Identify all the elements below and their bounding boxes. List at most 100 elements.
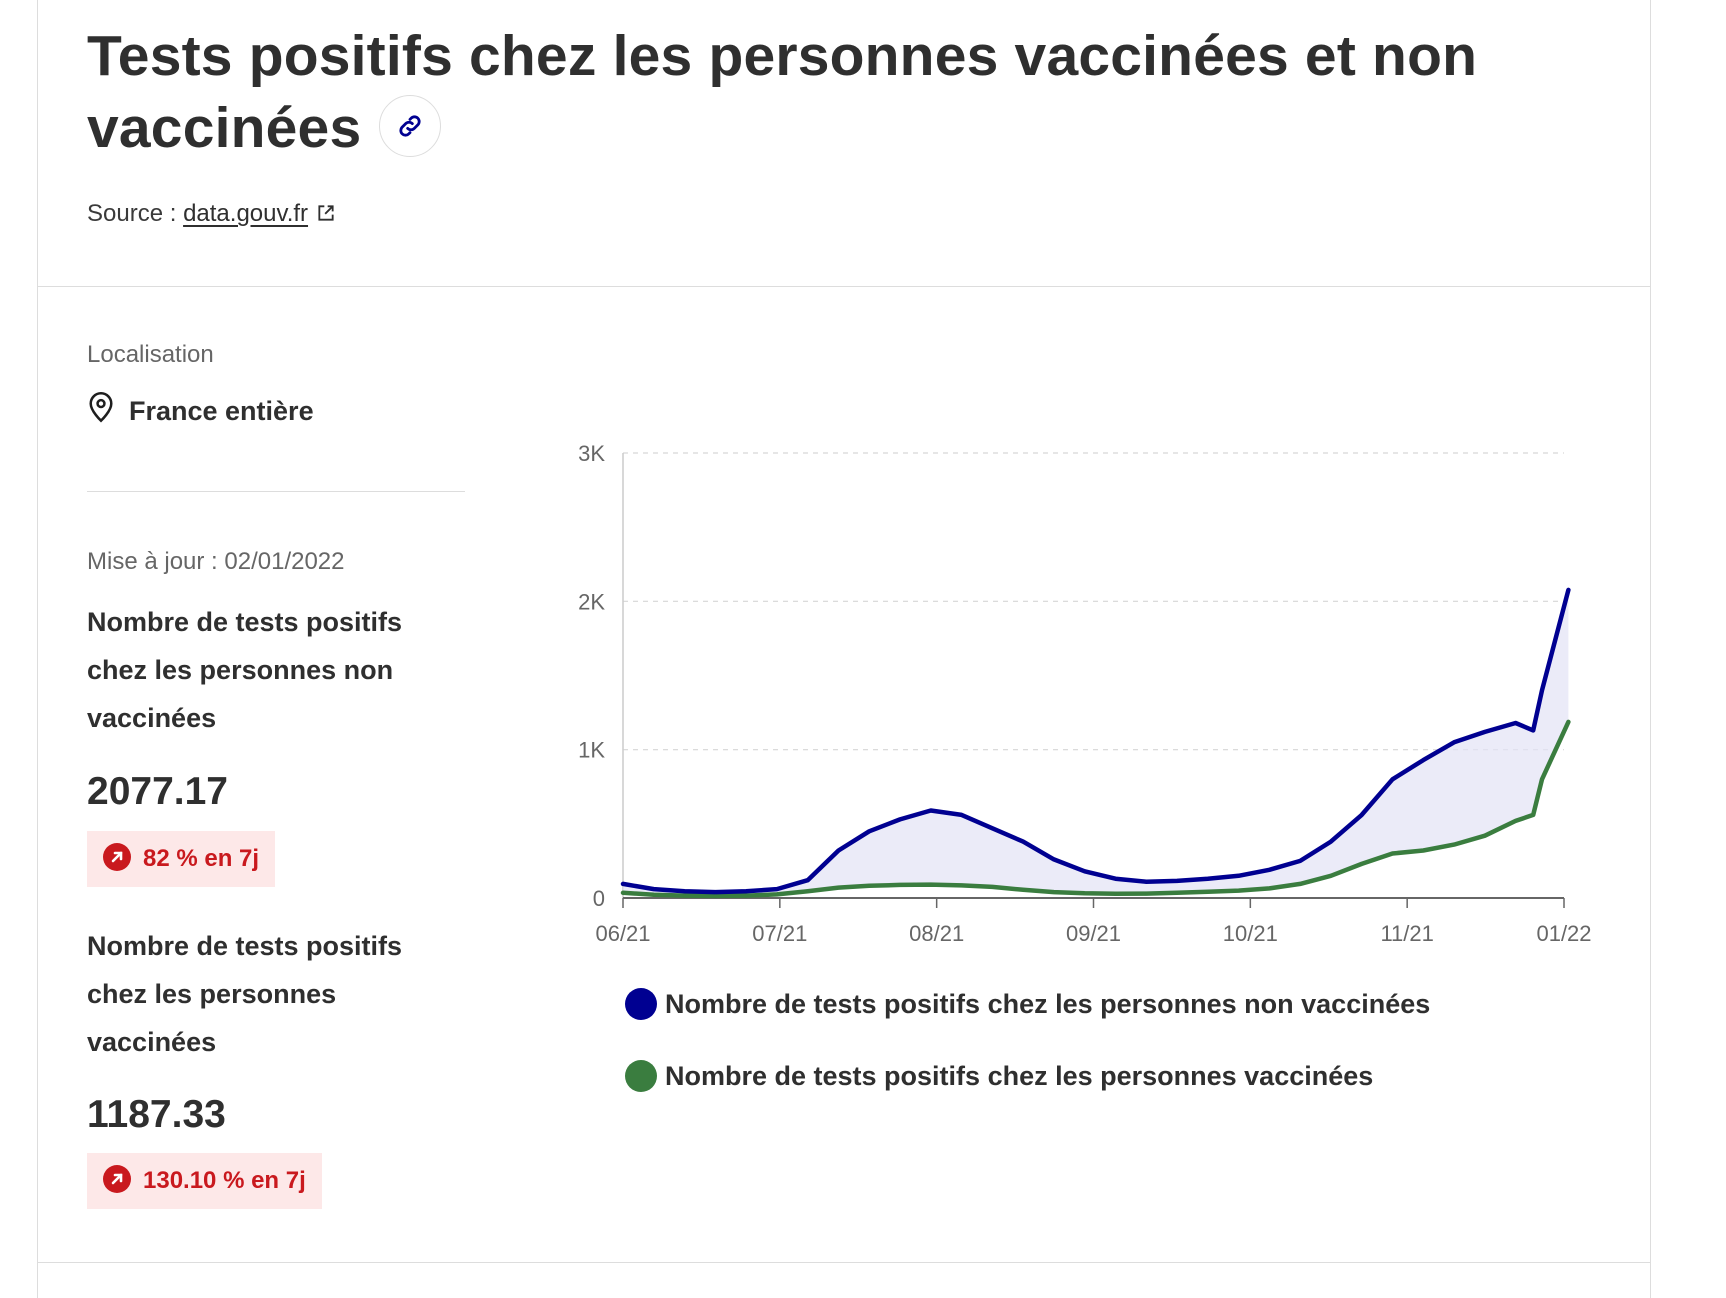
x-tick-label: 10/21 <box>1223 921 1278 946</box>
legend-label-vaccinated: Nombre de tests positifs chez les person… <box>665 1060 1374 1091</box>
location-selector[interactable]: France entière <box>87 392 314 427</box>
x-tick-label: 08/21 <box>909 921 964 946</box>
page-title-text: Tests positifs chez les personnes vaccin… <box>87 24 1478 160</box>
data-point-unvaccinated <box>1175 879 1179 883</box>
data-point-unvaccinated <box>775 887 779 891</box>
data-point-vaccinated <box>713 894 717 898</box>
data-point-unvaccinated <box>898 817 902 821</box>
data-point-unvaccinated <box>1052 857 1056 861</box>
data-point-unvaccinated <box>929 808 933 812</box>
copy-link-button[interactable] <box>379 94 442 157</box>
data-point-vaccinated <box>867 884 871 888</box>
data-point-vaccinated <box>898 883 902 887</box>
kpi-label-vaccinated: Nombre de tests positifs chez les person… <box>87 931 403 1057</box>
x-tick-label: 01/22 <box>1536 921 1591 946</box>
trend-text-unvaccinated: 82 % en 7j <box>143 845 260 872</box>
external-link-icon <box>318 205 334 221</box>
x-tick-label: 06/21 <box>595 921 650 946</box>
data-point-unvaccinated <box>1483 730 1487 734</box>
trend-badge-vaccinated: 130.10 % en 7j <box>87 1153 322 1209</box>
data-point-unvaccinated <box>1360 813 1364 817</box>
x-tick-label: 11/21 <box>1380 921 1433 946</box>
trend-badge-unvaccinated: 82 % en 7j <box>87 831 276 887</box>
indicator-card <box>37 0 1651 1298</box>
data-point-vaccinated <box>806 889 810 893</box>
update-date: Mise à jour : 02/01/2022 <box>87 548 345 575</box>
data-point-vaccinated <box>775 892 779 896</box>
data-point-vaccinated <box>836 886 840 890</box>
y-tick-label: 3K <box>578 441 605 466</box>
data-point-vaccinated <box>1329 874 1333 878</box>
data-point-vaccinated <box>1421 849 1425 853</box>
data-point-vaccinated <box>1113 892 1117 896</box>
y-tick-label: 1K <box>578 738 605 763</box>
data-point-vaccinated <box>1483 834 1487 838</box>
legend-dot-unvaccinated <box>625 988 657 1020</box>
data-point-vaccinated <box>1391 852 1395 855</box>
data-point-vaccinated <box>744 894 748 898</box>
data-point-unvaccinated <box>713 890 717 894</box>
data-point-vaccinated <box>1083 891 1087 895</box>
data-point-unvaccinated <box>990 826 994 830</box>
data-point-unvaccinated <box>1531 728 1535 732</box>
data-point-unvaccinated <box>1391 777 1395 781</box>
data-point-vaccinated <box>1237 889 1241 893</box>
data-point-vaccinated <box>1360 862 1364 866</box>
kpi-value-unvaccinated: 2077.17 <box>87 770 228 813</box>
location-label: Localisation <box>87 341 214 368</box>
legend-dot-vaccinated <box>625 1060 657 1092</box>
data-point-vaccinated <box>1144 892 1148 896</box>
data-point-vaccinated <box>1052 890 1056 894</box>
source-link-text: data.gouv.fr <box>183 200 309 227</box>
footer-divider <box>37 1262 1651 1263</box>
map-pin-icon <box>89 392 113 423</box>
line-chart: 0 1K 2K 3K 06/21 07/21 08/21 09/21 10/21 11/21 01/… <box>578 441 1591 946</box>
data-point-unvaccinated <box>1267 868 1271 872</box>
page-title: Tests positifs chez les personnes vaccin… <box>87 20 1567 164</box>
data-point-unvaccinated <box>1452 740 1456 744</box>
trend-up-icon <box>103 843 131 871</box>
header-divider <box>37 286 1651 287</box>
data-point-unvaccinated <box>1144 880 1148 884</box>
data-point-vaccinated <box>1452 843 1456 847</box>
link-icon <box>399 115 421 137</box>
data-point-unvaccinated <box>1206 877 1210 881</box>
data-point-vaccinated <box>652 893 656 897</box>
data-point-unvaccinated <box>867 829 871 833</box>
data-point-vaccinated <box>1566 720 1570 724</box>
trend-text-vaccinated: 130.10 % en 7j <box>143 1167 306 1194</box>
legend-item-unvaccinated[interactable]: Nombre de tests positifs chez les person… <box>625 988 1430 1020</box>
y-tick-label: 0 <box>593 886 605 911</box>
data-point-vaccinated <box>1175 891 1179 895</box>
source-link[interactable]: data.gouv.fr <box>183 200 336 227</box>
data-point-unvaccinated <box>1566 588 1570 592</box>
kpi-value-vaccinated: 1187.33 <box>87 1093 226 1136</box>
data-point-unvaccinated <box>652 887 656 891</box>
data-point-vaccinated <box>990 885 994 889</box>
data-point-unvaccinated <box>960 813 964 817</box>
legend-item-vaccinated[interactable]: Nombre de tests positifs chez les person… <box>625 1060 1373 1092</box>
data-point-unvaccinated <box>683 889 687 893</box>
data-point-vaccinated <box>1267 886 1271 890</box>
data-point-unvaccinated <box>1021 840 1025 844</box>
data-point-unvaccinated <box>836 849 840 853</box>
data-point-vaccinated <box>1206 890 1210 894</box>
data-point-vaccinated <box>960 883 964 887</box>
data-point-unvaccinated <box>806 878 810 882</box>
data-point-vaccinated <box>929 883 933 887</box>
data-point-unvaccinated <box>1514 721 1518 725</box>
data-point-unvaccinated <box>1540 688 1544 692</box>
data-point-vaccinated <box>1540 777 1544 781</box>
data-point-unvaccinated <box>1113 877 1117 881</box>
data-point-vaccinated <box>621 891 625 895</box>
legend-label-unvaccinated: Nombre de tests positifs chez les person… <box>665 988 1431 1019</box>
data-point-unvaccinated <box>1421 758 1425 762</box>
data-point-unvaccinated <box>621 882 625 886</box>
data-point-vaccinated <box>1298 882 1302 886</box>
x-tick-label: 07/21 <box>752 921 807 946</box>
data-point-vaccinated <box>1531 813 1535 817</box>
sidebar-divider <box>87 491 465 492</box>
location-value: France entière <box>129 395 314 426</box>
y-tick-label: 2K <box>578 589 605 614</box>
x-tick-label: 09/21 <box>1066 921 1121 946</box>
